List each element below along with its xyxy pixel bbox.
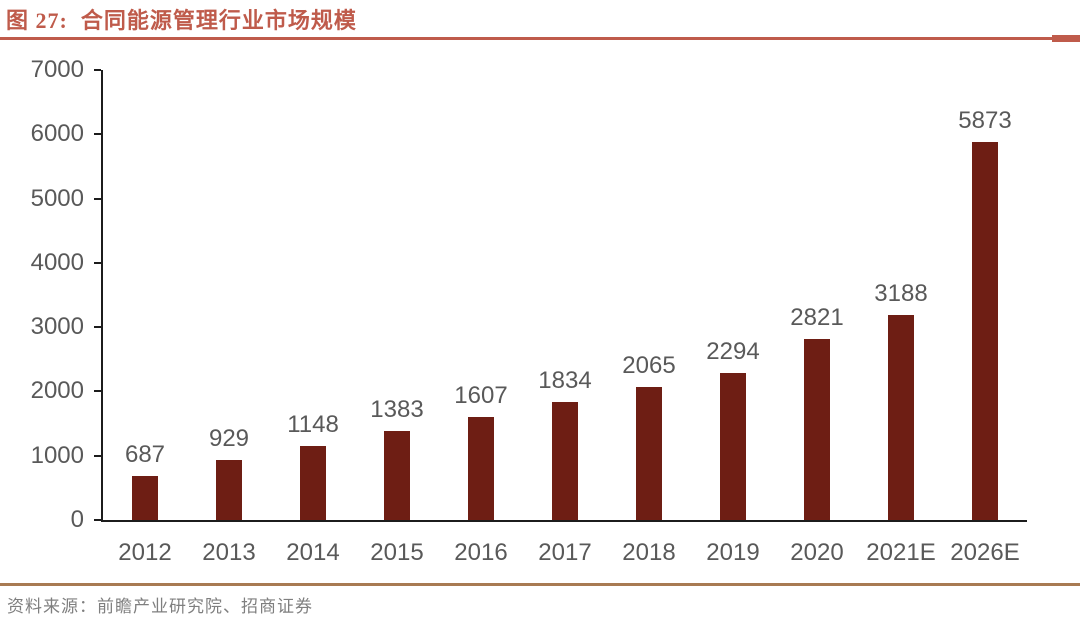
y-axis-tick	[94, 197, 101, 200]
bar	[720, 372, 746, 520]
bar	[636, 387, 662, 520]
y-axis-label: 1000	[30, 441, 84, 469]
bar-value-label: 929	[208, 425, 250, 453]
bar	[216, 460, 242, 520]
bar-value-label: 2065	[622, 352, 676, 380]
figure-title: 图 27: 合同能源管理行业市场规模	[6, 8, 357, 33]
x-axis-label: 2018	[622, 539, 676, 566]
y-axis-tick	[94, 326, 101, 329]
x-axis-label: 2012	[118, 539, 172, 566]
bar	[468, 416, 494, 520]
x-axis-label: 2021E	[866, 539, 936, 566]
footer-divider	[0, 583, 1080, 586]
bar-value-label: 1383	[370, 396, 424, 424]
bar-value-label: 1607	[454, 381, 508, 409]
y-axis-tick	[94, 69, 101, 71]
bar	[132, 475, 158, 520]
bar	[300, 446, 326, 520]
x-axis-label: 2017	[538, 539, 592, 566]
x-axis-label: 2016	[454, 539, 508, 566]
x-axis-label: 2020	[790, 539, 844, 566]
bar	[888, 315, 914, 520]
bar-value-label: 1148	[287, 411, 339, 439]
bar	[972, 142, 998, 520]
y-axis-label: 7000	[30, 56, 84, 83]
bar	[384, 431, 410, 520]
title-underline-endcap	[1052, 35, 1080, 42]
y-axis-tick	[94, 390, 101, 393]
x-axis-label: 2019	[706, 539, 760, 566]
bar-value-label: 687	[124, 440, 166, 468]
x-axis-label: 2026E	[950, 539, 1020, 566]
y-axis-line	[101, 70, 103, 522]
y-axis-label: 2000	[30, 377, 84, 405]
bar-chart-plot-area: 0 1000 2000 3000 4000 5000 6000 7000 687 2012 929 2…	[31, 56, 1027, 566]
y-axis-label: 0	[70, 506, 84, 533]
x-axis-label: 2013	[202, 539, 256, 566]
bar-value-label: 2821	[790, 303, 844, 331]
y-axis-tick	[94, 261, 101, 264]
y-axis-label: 3000	[30, 313, 84, 341]
bar-value-label: 5873	[958, 107, 1012, 135]
bar	[552, 402, 578, 520]
y-axis-label: 6000	[30, 120, 84, 148]
y-axis-label: 4000	[30, 248, 84, 276]
source-note: 资料来源：前瞻产业研究院、招商证券	[7, 597, 313, 616]
title-underline	[0, 35, 1080, 42]
x-axis-label: 2014	[286, 539, 340, 566]
bar-value-label: 2294	[706, 337, 760, 365]
bar-value-label: 1834	[538, 367, 592, 395]
x-axis-label: 2015	[370, 539, 424, 566]
y-axis-tick	[94, 519, 101, 521]
y-axis-tick	[94, 133, 101, 136]
bar-value-label: 3188	[874, 280, 928, 308]
y-axis-label: 5000	[30, 184, 84, 212]
x-axis-line	[101, 520, 1027, 522]
y-axis-tick	[94, 454, 101, 457]
bar	[804, 338, 830, 520]
